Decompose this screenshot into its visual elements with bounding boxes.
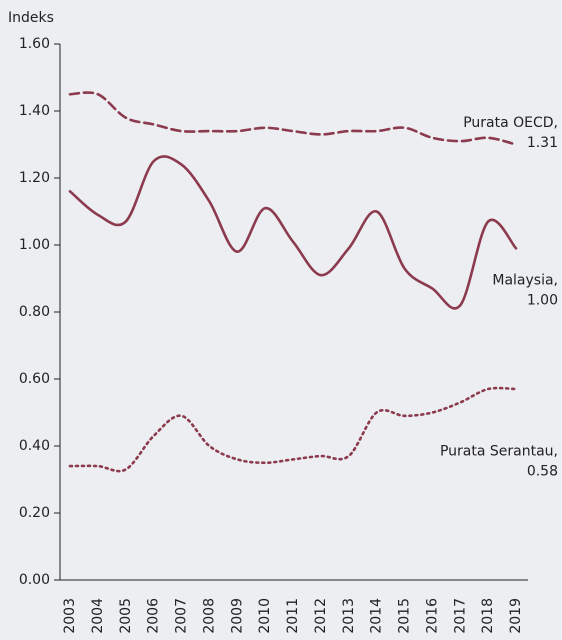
x-tick-label: 2003 bbox=[62, 598, 78, 634]
annotation: 1.31 bbox=[527, 135, 558, 151]
y-tick-label: 1.20 bbox=[19, 170, 50, 186]
y-tick-label: 0.00 bbox=[19, 572, 50, 588]
y-tick-label: 1.00 bbox=[19, 237, 50, 253]
y-tick-label: 0.20 bbox=[19, 505, 50, 521]
series-line bbox=[68, 91, 518, 146]
x-tick-label: 2016 bbox=[424, 598, 440, 634]
x-tick-label: 2013 bbox=[341, 598, 357, 634]
y-axis-label: Indeks bbox=[8, 10, 54, 26]
x-tick-label: 2011 bbox=[285, 598, 301, 634]
x-tick-label: 2015 bbox=[397, 598, 413, 634]
y-tick-label: 0.60 bbox=[19, 371, 50, 387]
x-tick-label: 2005 bbox=[118, 598, 134, 634]
y-tick-label: 1.60 bbox=[19, 36, 50, 52]
x-tick-label: 2019 bbox=[508, 598, 524, 634]
annotation: 0.58 bbox=[527, 463, 558, 479]
x-tick-label: 2006 bbox=[146, 598, 162, 634]
annotation: Purata OECD, bbox=[463, 115, 558, 131]
y-tick-label: 0.80 bbox=[19, 304, 50, 320]
y-tick-label: 0.40 bbox=[19, 438, 50, 454]
series-line bbox=[68, 386, 518, 473]
annotation: 1.00 bbox=[527, 293, 558, 309]
x-tick-label: 2008 bbox=[201, 598, 217, 634]
x-tick-label: 2004 bbox=[90, 598, 106, 634]
x-tick-label: 2012 bbox=[313, 598, 329, 634]
x-tick-label: 2009 bbox=[229, 598, 245, 634]
x-tick-label: 2014 bbox=[369, 598, 385, 634]
y-tick-label: 1.40 bbox=[19, 103, 50, 119]
x-tick-label: 2018 bbox=[480, 598, 496, 634]
annotation: Malaysia, bbox=[492, 273, 558, 289]
series-line bbox=[68, 155, 518, 310]
x-tick-label: 2007 bbox=[174, 598, 190, 634]
x-tick-label: 2010 bbox=[257, 598, 273, 634]
x-tick-label: 2017 bbox=[452, 598, 468, 634]
annotation: Purata Serantau, bbox=[440, 443, 558, 459]
